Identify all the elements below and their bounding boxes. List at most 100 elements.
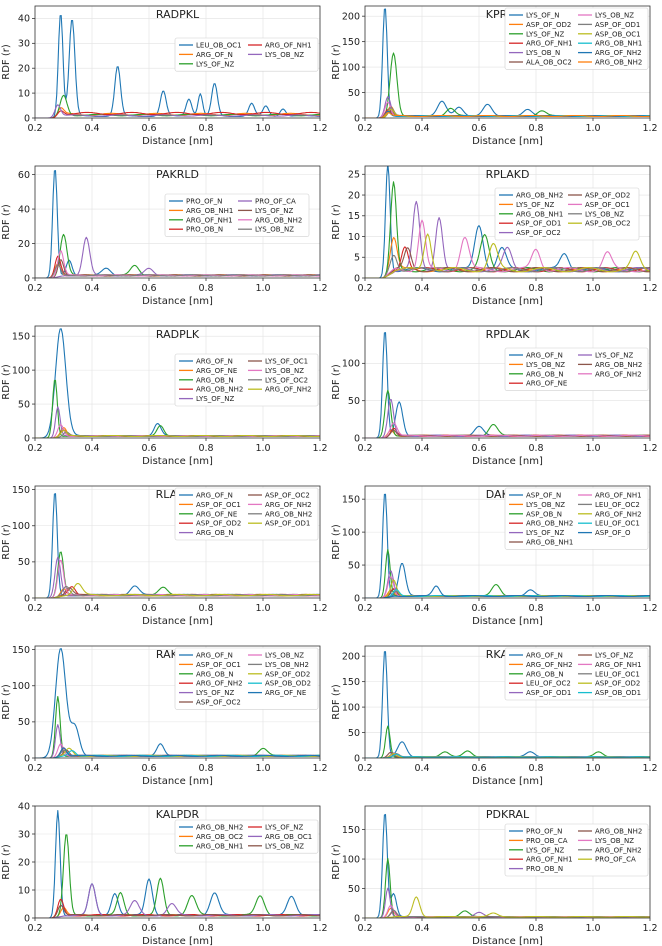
x-tick-label: 0.2	[357, 283, 372, 294]
series-group	[365, 332, 650, 438]
x-axis-label: Distance [nm]	[472, 296, 543, 307]
series-group	[365, 813, 650, 918]
x-tick-label: 0.8	[198, 763, 213, 774]
plot-frame	[34, 165, 321, 279]
x-axis-label: Distance [nm]	[142, 456, 213, 467]
legend-entry-label: LYS_OB_NZ	[595, 12, 634, 20]
series-group	[365, 493, 650, 598]
y-tick-label: 100	[342, 527, 360, 538]
legend-entry-label: ARG_OF_NH1	[595, 492, 642, 500]
y-tick-label: 200	[342, 651, 360, 662]
legend-entry-label: ASP_OF_O	[595, 529, 631, 537]
plot-frame	[34, 645, 321, 759]
series-line-arg-of-nh2	[365, 422, 650, 438]
x-tick-label: 0.6	[141, 283, 156, 294]
legend-entry-label: ARG_OB_N	[196, 376, 234, 384]
panel-title: RPLAKD	[486, 168, 530, 181]
x-axis-label: Distance [nm]	[472, 456, 543, 467]
x-tick-label: 0.6	[471, 443, 486, 454]
series-line-lys-of-nz	[365, 570, 650, 598]
x-tick-label: 1.0	[585, 283, 600, 294]
x-tick-label: 0.4	[414, 443, 429, 454]
legend-entry-label: ARG_OB_NH2	[526, 520, 573, 528]
y-tick-label: 0	[354, 593, 360, 604]
legend-box	[504, 487, 649, 550]
panel-title: KALPDR	[156, 808, 200, 821]
legend-entry-label: ARG_OF_NH2	[595, 49, 642, 57]
y-tick-label: 0	[24, 913, 30, 924]
x-tick-label: 1.0	[585, 123, 600, 134]
legend-entry-label: ARG_OB_NH1	[196, 842, 243, 850]
legend-entry-label: ARG_OF_N	[526, 352, 563, 360]
series-line-asp-of-o	[365, 585, 650, 598]
x-tick-label: 0.2	[27, 123, 42, 134]
x-tick-label: 0.8	[528, 603, 543, 614]
x-tick-label: 0.6	[141, 443, 156, 454]
x-axis-label: Distance [nm]	[472, 136, 543, 147]
x-tick-label: 0.4	[414, 763, 429, 774]
plot-frame	[364, 805, 651, 919]
x-tick-label: 1.2	[642, 763, 657, 774]
series-line-arg-ob-oc1	[35, 883, 320, 918]
x-tick-label: 1.2	[642, 123, 657, 134]
panel-pakrld: 0.2 0.4 0.6 0.8 1.0 1.2 0 20 40 60 PAKRLD Distance …	[1, 165, 328, 307]
legend-entry-label: ARG_OB_NH2	[196, 824, 243, 832]
series-line-arg-of-nh2	[35, 559, 320, 598]
x-tick-label: 0.2	[357, 603, 372, 614]
legend: ARG_OF_NASP_OF_OC1ARG_OF_NEASP_OF_OD2ARG…	[174, 487, 319, 541]
series-line-asp-of-oc2	[365, 200, 650, 278]
legend-box	[504, 7, 649, 70]
y-tick-label: 150	[342, 494, 360, 505]
x-axis-label: Distance [nm]	[472, 616, 543, 627]
x-tick-label: 1.0	[585, 603, 600, 614]
legend: ARG_OF_NARG_OF_NEARG_OB_NARG_OB_NH2LYS_O…	[174, 353, 319, 407]
legend: LYS_OF_NASP_OF_OD2LYS_OF_NZARG_OF_NH1LYS…	[504, 7, 649, 70]
legend-entry-label: LYS_OF_NZ	[595, 652, 633, 660]
legend-entry-label: ARG_OF_NH1	[265, 42, 312, 50]
legend-entry-label: PRO_OB_CA	[526, 837, 568, 845]
legend-entry-label: LEU_OF_OC1	[595, 520, 640, 528]
y-tick-label: 10	[18, 88, 30, 99]
series-group	[365, 651, 650, 758]
legend-entry-label: PRO_OF_CA	[595, 856, 636, 864]
series-line-arg-of-nh2	[35, 429, 320, 438]
legend-box	[174, 819, 319, 854]
legend-entry-label: ASP_OF_OD2	[526, 21, 571, 29]
legend-entry-label: LYS_OB_NZ	[526, 361, 565, 369]
legend-entry-label: ASP_OB_OC1	[595, 30, 641, 38]
legend: ARG_OF_NARG_OF_NH2ARG_OB_NLEU_OF_OC2ASP_…	[504, 647, 649, 701]
panel-rakpld: 0.20.40.60.81.01.2050100150RAKPLDDistanc…	[1, 645, 328, 787]
y-axis-label: RDF (r)	[331, 44, 342, 80]
x-axis-label: Distance [nm]	[472, 776, 543, 787]
legend-entry-label: ARG_OF_N	[196, 652, 233, 660]
y-tick-label: 100	[12, 365, 30, 376]
y-tick-label: 100	[342, 854, 360, 865]
series-line-arg-ob-nh2	[365, 112, 650, 118]
x-tick-label: 1.2	[312, 923, 327, 934]
legend-entry-label: LYS_OB_NZ	[585, 210, 624, 218]
y-tick-label: 25	[348, 170, 360, 181]
x-tick-label: 0.6	[471, 923, 486, 934]
y-axis-label: RDF (r)	[1, 44, 12, 80]
legend-entry-label: PRO_OB_N	[526, 865, 563, 873]
legend-entry-label: LYS_OB_NZ	[595, 837, 634, 845]
series-group	[365, 166, 650, 278]
legend-entry-label: LYS_OF_NZ	[526, 846, 564, 854]
x-tick-label: 0.6	[141, 763, 156, 774]
legend-entry-label: ARG_OB_NH2	[196, 386, 243, 394]
x-tick-label: 0.8	[198, 283, 213, 294]
series-line-pro-of-ca	[365, 896, 650, 918]
y-tick-label: 0	[354, 273, 360, 284]
x-tick-label: 0.8	[198, 923, 213, 934]
legend-entry-label: ARG_OB_OC1	[265, 833, 312, 841]
plot-frame	[34, 805, 321, 919]
series-line-lys-of-nz	[365, 398, 650, 438]
legend-box	[494, 187, 640, 241]
panel-title: RADPKL	[156, 8, 200, 21]
legend-entry-label: ARG_OF_NH2	[196, 680, 243, 688]
x-tick-label: 1.0	[255, 603, 270, 614]
legend-entry-label: PRO_OB_N	[186, 226, 223, 234]
legend-entry-label: LYS_OF_NZ	[516, 201, 554, 209]
x-tick-label: 0.4	[84, 283, 99, 294]
y-tick-label: 20	[18, 857, 30, 868]
